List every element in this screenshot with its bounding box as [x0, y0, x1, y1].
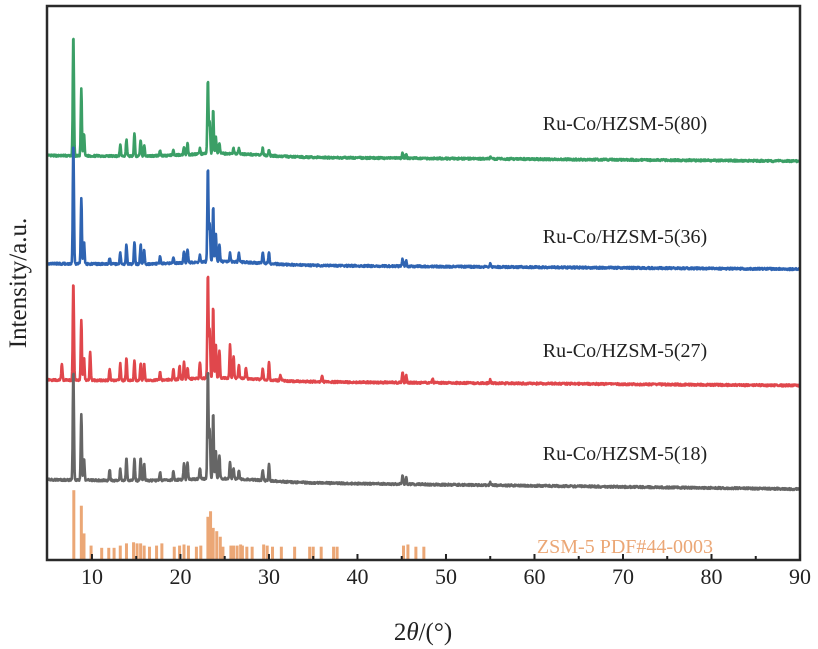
reference-bar-29 — [232, 545, 236, 560]
reference-bar-18 — [182, 544, 186, 560]
reference-bar-12 — [142, 545, 146, 560]
reference-bar-27 — [221, 546, 225, 560]
x-tick-label-80: 80 — [700, 564, 722, 589]
reference-bar-30 — [235, 545, 239, 560]
reference-bar-16 — [172, 546, 176, 560]
reference-bar-37 — [271, 546, 275, 560]
reference-bar-24 — [211, 527, 215, 560]
reference-bar-43 — [332, 546, 336, 560]
series-label-0: Ru-Co/HZSM-5(80) — [543, 113, 707, 135]
reference-bar-33 — [245, 546, 249, 560]
reference-bar-4 — [100, 547, 104, 560]
series-label-1: Ru-Co/HZSM-5(36) — [543, 226, 707, 248]
reference-bar-35 — [262, 544, 266, 560]
x-tick-label-50: 50 — [435, 564, 457, 589]
reference-bar-3 — [89, 545, 93, 560]
reference-bar-22 — [206, 516, 210, 560]
plot-frame — [45, 4, 802, 562]
x-tick-label-70: 70 — [612, 564, 634, 589]
reference-bar-48 — [422, 546, 426, 560]
x-tick-label-40: 40 — [346, 564, 368, 589]
series-line-3 — [46, 371, 801, 492]
reference-bar-28 — [229, 545, 233, 560]
x-tick-label-20: 20 — [169, 564, 191, 589]
reference-bar-17 — [178, 545, 182, 560]
reference-bar-13 — [147, 546, 151, 560]
reference-bar-21 — [199, 545, 203, 560]
reference-bar-26 — [218, 536, 222, 560]
reference-bar-32 — [240, 545, 244, 560]
reference-bar-1 — [79, 505, 83, 560]
reference-bar-9 — [132, 542, 136, 560]
series-label-3: Ru-Co/HZSM-5(18) — [543, 443, 707, 465]
reference-bar-2 — [82, 533, 86, 560]
reference-bar-31 — [239, 544, 243, 560]
reference-bar-42 — [319, 546, 323, 560]
reference-bar-7 — [118, 545, 122, 560]
reference-bar-0 — [72, 490, 76, 560]
x-tick-label-30: 30 — [258, 564, 280, 589]
reference-bar-40 — [308, 546, 312, 560]
reference-bar-47 — [414, 546, 418, 560]
y-axis-label: Intensity/a.u. — [5, 218, 32, 349]
reference-bar-19 — [186, 545, 190, 560]
x-tick-label-60: 60 — [523, 564, 545, 589]
x-axis-label: 2θ/(°) — [394, 619, 452, 646]
reference-bar-34 — [250, 546, 254, 560]
reference-bar-46 — [406, 544, 410, 560]
reference-bar-5 — [107, 547, 111, 560]
reference-bar-36 — [265, 545, 269, 560]
reference-bar-23 — [209, 511, 213, 560]
reference-bar-25 — [215, 531, 219, 560]
reference-bar-14 — [155, 545, 159, 560]
x-tick-label-10: 10 — [81, 564, 103, 589]
reference-bar-38 — [279, 546, 283, 560]
reference-bar-15 — [160, 543, 164, 560]
reference-bar-6 — [112, 547, 116, 560]
reference-bar-20 — [194, 546, 198, 560]
series-line-0 — [46, 37, 801, 164]
reference-bar-11 — [139, 543, 143, 560]
reference-bar-45 — [401, 545, 405, 560]
reference-label: ZSM-5 PDF#44-0003 — [537, 536, 713, 558]
reference-bar-8 — [124, 543, 128, 560]
series-label-2: Ru-Co/HZSM-5(27) — [543, 340, 707, 362]
reference-bar-10 — [135, 543, 139, 560]
series-line-2 — [46, 275, 801, 388]
reference-bar-39 — [293, 546, 297, 560]
x-tick-label-90: 90 — [789, 564, 811, 589]
reference-bar-44 — [335, 546, 339, 560]
series-line-1 — [46, 146, 801, 272]
reference-bar-41 — [311, 546, 315, 560]
